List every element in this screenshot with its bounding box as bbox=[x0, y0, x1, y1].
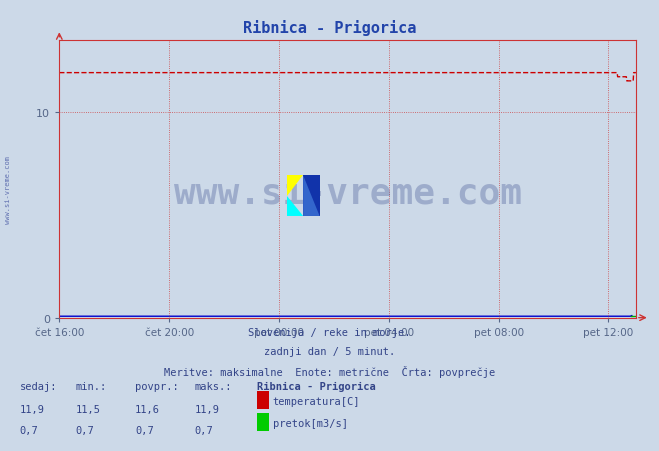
Text: 11,9: 11,9 bbox=[194, 404, 219, 414]
Text: Ribnica - Prigorica: Ribnica - Prigorica bbox=[257, 381, 376, 391]
Text: 11,6: 11,6 bbox=[135, 404, 160, 414]
Text: Ribnica - Prigorica: Ribnica - Prigorica bbox=[243, 20, 416, 36]
Text: www.si-vreme.com: www.si-vreme.com bbox=[173, 176, 522, 210]
Text: Slovenija / reke in morje.: Slovenija / reke in morje. bbox=[248, 327, 411, 337]
Text: 0,7: 0,7 bbox=[194, 425, 213, 435]
Text: 0,7: 0,7 bbox=[76, 425, 94, 435]
Polygon shape bbox=[287, 176, 303, 196]
Text: min.:: min.: bbox=[76, 381, 107, 391]
Text: zadnji dan / 5 minut.: zadnji dan / 5 minut. bbox=[264, 346, 395, 356]
Polygon shape bbox=[303, 176, 320, 216]
Polygon shape bbox=[287, 196, 303, 216]
Text: maks.:: maks.: bbox=[194, 381, 232, 391]
Polygon shape bbox=[303, 176, 320, 216]
Text: Meritve: maksimalne  Enote: metrične  Črta: povprečje: Meritve: maksimalne Enote: metrične Črta… bbox=[164, 365, 495, 377]
Text: 0,7: 0,7 bbox=[135, 425, 154, 435]
Text: temperatura[C]: temperatura[C] bbox=[273, 396, 360, 406]
Text: povpr.:: povpr.: bbox=[135, 381, 179, 391]
Text: sedaj:: sedaj: bbox=[20, 381, 57, 391]
Text: www.si-vreme.com: www.si-vreme.com bbox=[5, 156, 11, 223]
Text: pretok[m3/s]: pretok[m3/s] bbox=[273, 418, 348, 428]
Text: 0,7: 0,7 bbox=[20, 425, 38, 435]
Text: 11,5: 11,5 bbox=[76, 404, 101, 414]
Text: 11,9: 11,9 bbox=[20, 404, 45, 414]
